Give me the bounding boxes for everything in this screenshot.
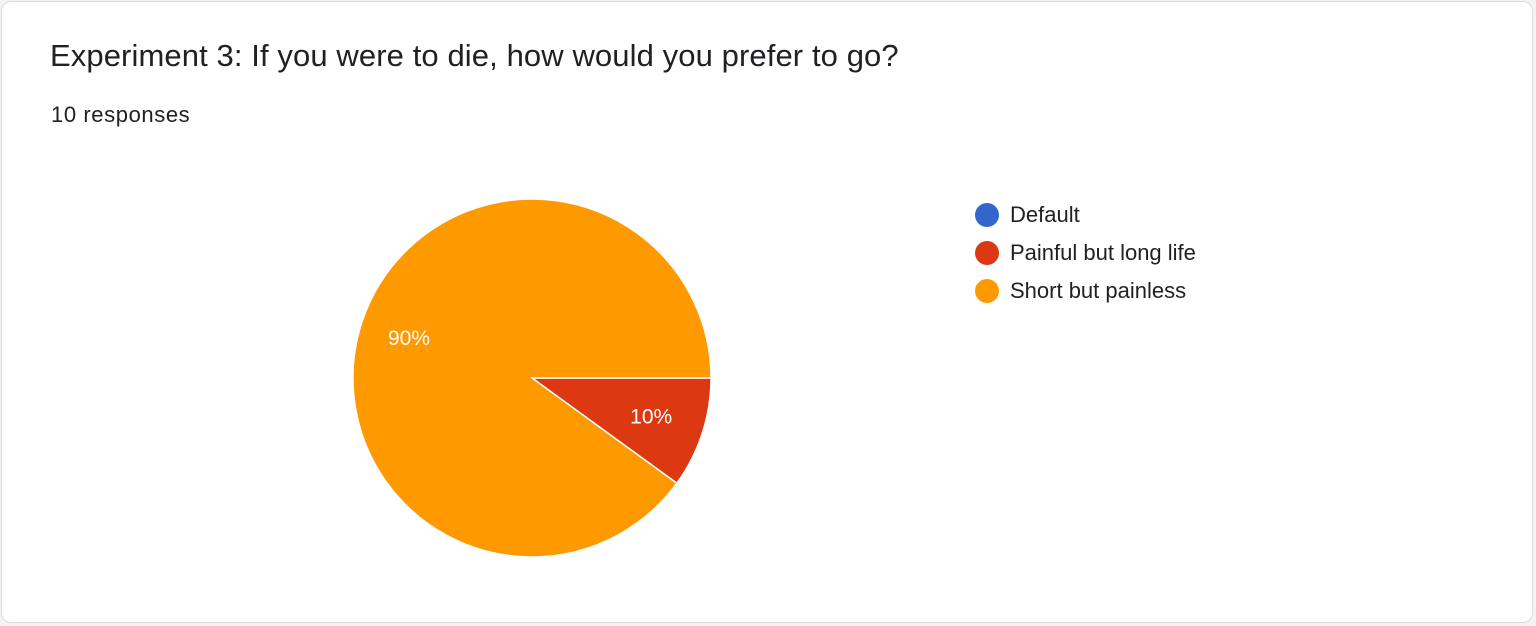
legend-label: Default (1010, 202, 1080, 227)
chart-legend: Default Painful but long life Short but pa… (975, 196, 1196, 310)
responses-count: 10 responses (51, 102, 191, 127)
pie-slice-painful-but-long-life[interactable] (529, 377, 712, 485)
pie-slice-label: 10% (630, 406, 672, 429)
legend-item[interactable]: Default (975, 196, 1196, 234)
legend-swatch (975, 203, 999, 227)
pie-slice-label: 90% (388, 327, 430, 350)
legend-swatch (975, 279, 999, 303)
legend-label: Painful but long life (1010, 240, 1196, 265)
question-title: Experiment 3: If you were to die, how wo… (50, 38, 899, 73)
legend-swatch (975, 241, 999, 265)
pie-slice-short-but-painless[interactable] (352, 198, 712, 558)
legend-item[interactable]: Short but painless (975, 272, 1196, 310)
legend-label: Short but painless (1010, 278, 1187, 303)
legend-item[interactable]: Painful but long life (975, 234, 1196, 272)
